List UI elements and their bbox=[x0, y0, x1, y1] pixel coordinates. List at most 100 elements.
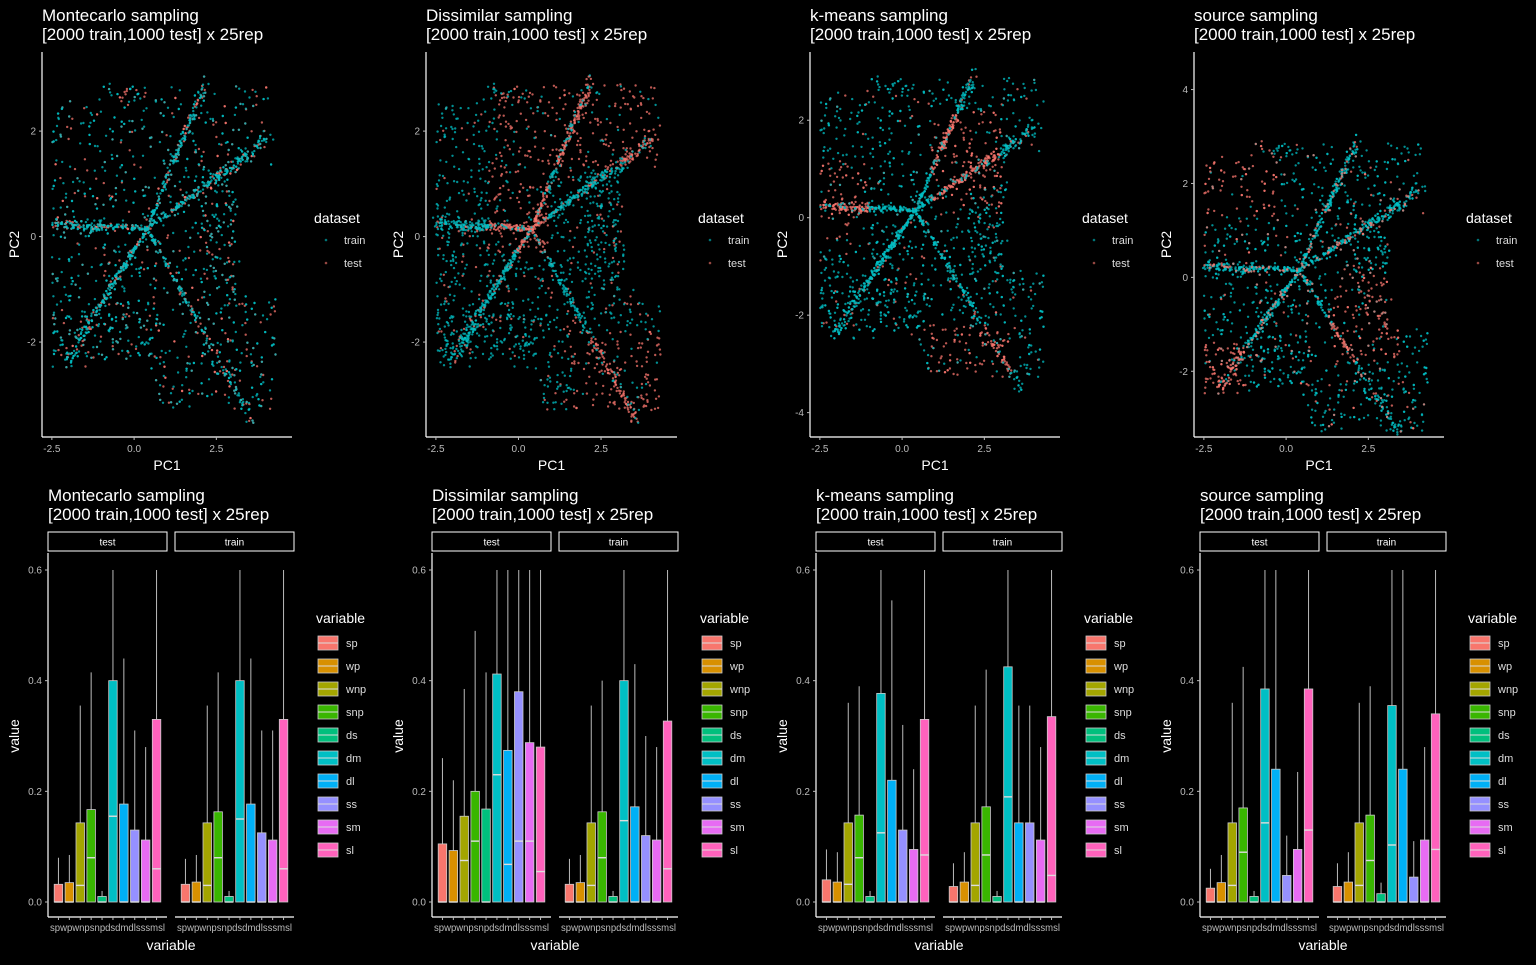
point-train bbox=[446, 182, 448, 184]
point-test bbox=[540, 222, 542, 224]
point-train bbox=[451, 281, 453, 283]
point-train bbox=[590, 242, 592, 244]
point-test bbox=[510, 127, 512, 129]
point-test bbox=[542, 246, 544, 248]
point-train bbox=[565, 138, 567, 140]
point-train bbox=[612, 153, 614, 155]
point-test bbox=[269, 408, 271, 410]
point-test bbox=[588, 89, 590, 91]
point-test bbox=[198, 117, 200, 119]
point-train bbox=[477, 235, 479, 237]
point-train bbox=[144, 87, 146, 89]
point-train bbox=[591, 220, 593, 222]
point-train bbox=[601, 362, 603, 364]
point-train bbox=[61, 161, 63, 163]
point-test bbox=[74, 192, 76, 194]
point-test bbox=[572, 246, 574, 248]
point-train bbox=[618, 299, 620, 301]
point-test bbox=[517, 170, 519, 172]
point-train bbox=[68, 115, 70, 117]
point-test bbox=[618, 241, 620, 243]
point-train bbox=[52, 234, 54, 236]
point-train bbox=[456, 210, 458, 212]
point-test bbox=[549, 154, 551, 156]
point-train bbox=[576, 196, 578, 198]
point-train bbox=[169, 350, 171, 352]
point-train bbox=[208, 169, 210, 171]
point-test bbox=[605, 365, 607, 367]
point-train bbox=[165, 174, 167, 176]
point-train bbox=[659, 310, 661, 312]
point-test bbox=[149, 228, 151, 230]
point-train bbox=[538, 243, 540, 245]
point-test bbox=[489, 229, 491, 231]
point-train bbox=[466, 242, 468, 244]
point-train bbox=[128, 101, 130, 103]
point-train bbox=[526, 366, 528, 368]
point-train bbox=[548, 305, 550, 307]
point-train bbox=[212, 118, 214, 120]
point-train bbox=[205, 202, 207, 204]
point-test bbox=[513, 232, 515, 234]
point-train bbox=[537, 106, 539, 108]
point-test bbox=[657, 407, 659, 409]
point-test bbox=[480, 316, 482, 318]
point-train bbox=[234, 171, 236, 173]
point-train bbox=[88, 134, 90, 136]
point-test bbox=[529, 156, 531, 158]
point-test bbox=[202, 192, 204, 194]
point-test bbox=[498, 226, 500, 228]
point-test bbox=[562, 151, 564, 153]
point-test bbox=[634, 84, 636, 86]
point-train bbox=[221, 274, 223, 276]
point-train bbox=[600, 191, 602, 193]
point-test bbox=[604, 138, 606, 140]
point-train bbox=[644, 137, 646, 139]
point-test bbox=[214, 371, 216, 373]
point-train bbox=[135, 345, 137, 347]
point-test bbox=[576, 107, 578, 109]
point-test bbox=[532, 207, 534, 209]
point-test bbox=[564, 94, 566, 96]
point-train bbox=[52, 273, 54, 275]
point-train bbox=[217, 373, 219, 375]
point-test bbox=[96, 113, 98, 115]
point-train bbox=[654, 104, 656, 106]
point-train bbox=[228, 360, 230, 362]
point-train bbox=[72, 280, 74, 282]
point-train bbox=[68, 258, 70, 260]
point-train bbox=[471, 333, 473, 335]
point-train bbox=[131, 227, 133, 229]
point-train bbox=[150, 353, 152, 355]
point-train bbox=[59, 344, 61, 346]
point-test bbox=[215, 136, 217, 138]
point-train bbox=[436, 207, 438, 209]
point-train bbox=[567, 259, 569, 261]
point-test bbox=[250, 130, 252, 132]
point-train bbox=[205, 121, 207, 123]
point-test bbox=[644, 376, 646, 378]
point-test bbox=[503, 220, 505, 222]
point-train bbox=[219, 351, 221, 353]
point-train bbox=[134, 129, 136, 131]
point-train bbox=[452, 342, 454, 344]
point-train bbox=[507, 285, 509, 287]
point-test bbox=[143, 268, 145, 270]
point-train bbox=[646, 338, 648, 340]
point-train bbox=[138, 272, 140, 274]
point-test bbox=[513, 88, 515, 90]
point-train bbox=[609, 176, 611, 178]
point-train bbox=[185, 167, 187, 169]
point-test bbox=[117, 353, 119, 355]
point-test bbox=[654, 134, 656, 136]
point-train bbox=[92, 195, 94, 197]
point-train bbox=[199, 97, 201, 99]
point-train bbox=[247, 157, 249, 159]
point-train bbox=[103, 86, 105, 88]
point-train bbox=[582, 325, 584, 327]
point-train bbox=[195, 175, 197, 177]
point-train bbox=[150, 329, 152, 331]
point-train bbox=[439, 328, 441, 330]
point-train bbox=[185, 368, 187, 370]
point-train bbox=[107, 263, 109, 265]
